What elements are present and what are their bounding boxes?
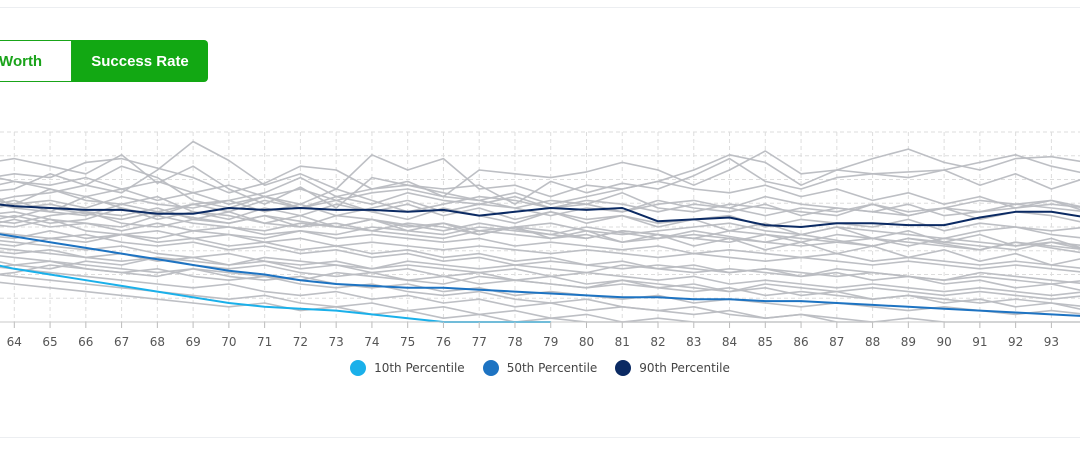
p90-line [0,203,1080,228]
x-tick-label: 86 [793,335,808,349]
simulation-line [0,264,1080,300]
legend-item-50th[interactable]: 50th Percentile [482,360,598,376]
simulation-line [0,211,1080,250]
simulation-line [0,260,873,323]
x-tick-label: 73 [329,335,344,349]
simulation-line [0,195,1080,223]
x-tick-label: 71 [257,335,272,349]
p50-line [0,233,1080,317]
x-axis: 64 65 66 67 68 69 70 71 72 73 74 75 76 77 78 79 80 81 82 83… [0,321,1080,349]
x-tick-label: 79 [543,335,558,349]
legend-label-50th: 50th Percentile [506,361,598,375]
simulation-line [0,180,1080,249]
simulation-line [0,195,1080,240]
simulation-line [0,211,1080,251]
simulation-line [0,230,1080,291]
simulation-line [0,274,802,323]
bottom-divider [0,437,1080,438]
simulation-line [0,154,1080,209]
simulation-line [0,239,1080,297]
x-tick-label: 64 [7,335,22,349]
x-tick-label: 91 [972,335,987,349]
x-tick-label: 74 [364,335,379,349]
x-tick-label: 90 [936,335,951,349]
x-tick-label: 93 [1044,335,1059,349]
x-tick-label: 66 [78,335,93,349]
simulation-line [0,266,1080,323]
x-tick-label: 75 [400,335,415,349]
legend-label-10th: 10th Percentile [374,361,465,375]
top-divider [0,7,1080,8]
x-tick-label: 65 [42,335,57,349]
legend-item-10th[interactable]: 10th Percentile [350,360,465,376]
x-tick-label: 84 [722,335,737,349]
legend-item-90th[interactable]: 90th Percentile [615,360,730,376]
legend-dot-10th [350,360,367,376]
x-tick-label: 69 [185,335,200,349]
x-tick-label: 89 [901,335,916,349]
net-worth-tab[interactable]: t Worth [0,40,72,82]
x-tick-label: 77 [472,335,487,349]
x-tick-label: 92 [1008,335,1023,349]
simulation-line [0,218,1080,273]
legend-dot-50th [482,360,499,376]
view-toggle: t Worth Success Rate [0,40,208,82]
monte-carlo-chart: 64 65 66 67 68 69 70 71 72 73 74 75 76 77 78 79 80 81 82 83… [0,131,1080,349]
chart-legend: 10th Percentile 50th Percentile 90th Per… [0,360,1080,376]
simulation-line [0,226,1080,251]
x-tick-label: 70 [221,335,236,349]
simulation-line [0,256,1080,285]
x-tick-label: 83 [686,335,701,349]
x-tick-label: 81 [615,335,630,349]
x-tick-label: 82 [650,335,665,349]
x-tick-label: 72 [293,335,308,349]
simulation-lines [0,140,1080,323]
x-tick-label: 85 [758,335,773,349]
x-tick-label: 87 [829,335,844,349]
success-rate-tab[interactable]: Success Rate [72,40,208,82]
legend-label-90th: 90th Percentile [639,361,730,375]
x-tick-label: 67 [114,335,129,349]
simulation-line [0,148,1080,198]
x-tick-label: 78 [507,335,522,349]
x-tick-label: 68 [150,335,165,349]
simulation-line [0,218,1080,269]
x-tick-label: 80 [579,335,594,349]
legend-dot-90th [615,360,632,376]
simulation-line [0,140,1080,198]
x-tick-label: 88 [865,335,880,349]
simulation-line [0,176,1080,211]
x-tick-label: 76 [436,335,451,349]
